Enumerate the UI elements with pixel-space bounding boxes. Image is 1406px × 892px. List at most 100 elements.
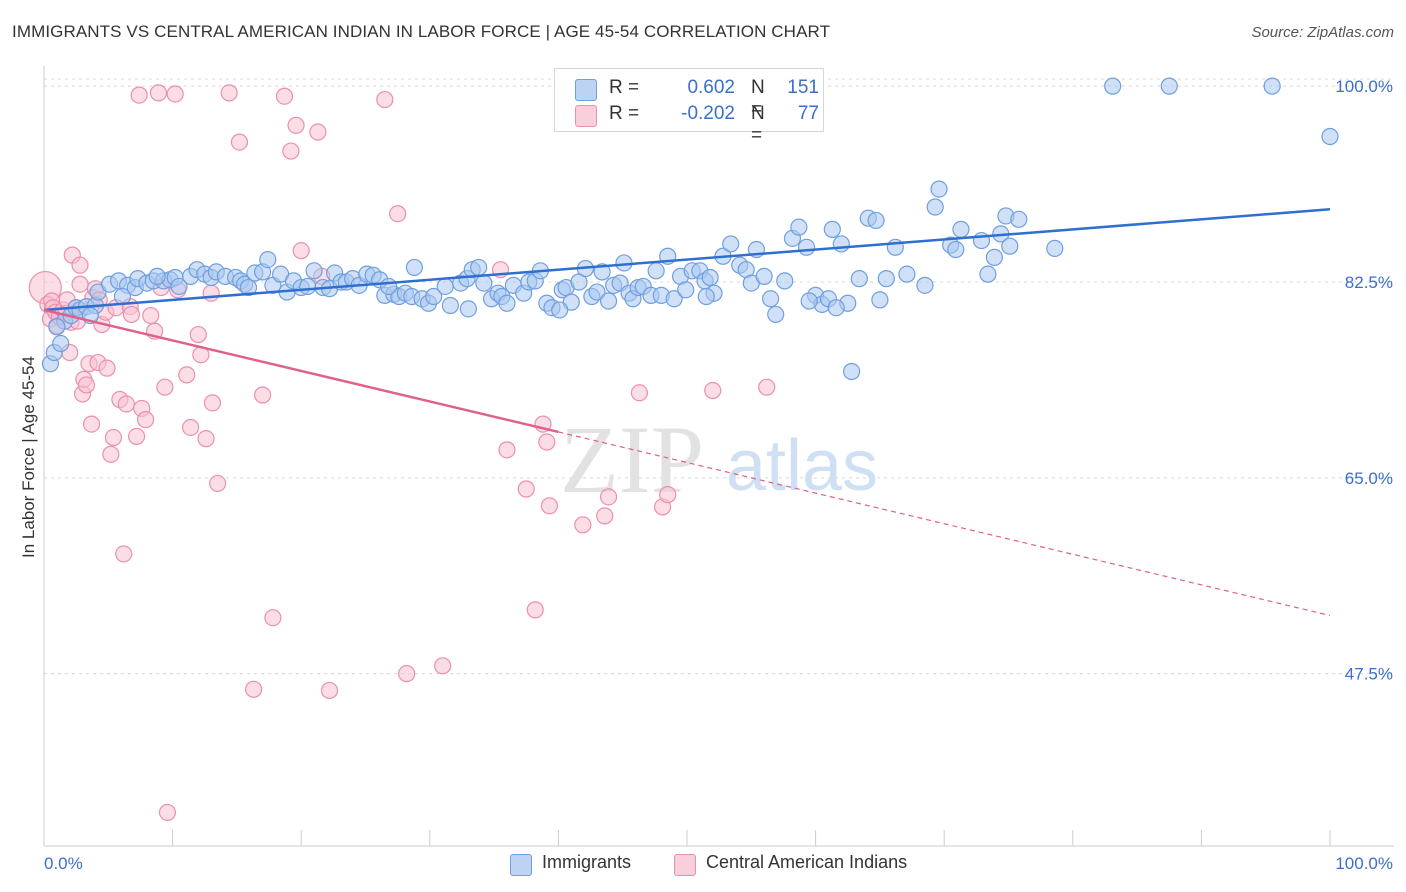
data-point-central-american-indians — [320, 681, 339, 700]
x-tick-label: 100.0% — [1335, 854, 1393, 873]
data-point-immigrants — [148, 267, 166, 285]
data-point-immigrants — [459, 300, 477, 318]
data-point-central-american-indians — [122, 305, 141, 324]
grid-lines — [44, 78, 1394, 675]
data-point-immigrants — [677, 281, 695, 299]
data-point-immigrants — [985, 248, 1003, 266]
data-point-immigrants — [498, 294, 516, 312]
data-point-immigrants — [1104, 77, 1122, 95]
data-point-central-american-indians — [309, 123, 327, 141]
data-point-immigrants — [979, 265, 997, 283]
legend-r-value: 0.602 — [687, 77, 735, 98]
data-point-immigrants — [722, 235, 740, 253]
data-point-central-american-indians — [264, 609, 282, 627]
data-point-immigrants — [305, 262, 323, 280]
data-point-central-american-indians — [82, 415, 101, 433]
legend-swatch-pink — [575, 105, 597, 127]
data-point-central-american-indians — [209, 474, 227, 493]
y-tick-label: 65.0% — [1345, 469, 1393, 488]
data-point-central-american-indians — [156, 378, 174, 396]
data-point-immigrants — [299, 277, 317, 296]
series-central-american-indians — [28, 84, 776, 822]
legend-n-value: 77 — [797, 103, 819, 124]
watermark-atlas: atlas — [726, 426, 878, 506]
data-point-central-american-indians — [245, 680, 263, 698]
data-point-immigrants — [850, 270, 868, 288]
data-point-central-american-indians — [498, 441, 516, 459]
data-point-central-american-indians — [758, 378, 776, 396]
data-point-immigrants — [1321, 127, 1339, 146]
data-point-immigrants — [877, 270, 895, 288]
data-point-central-american-indians — [275, 87, 294, 105]
data-point-immigrants — [767, 305, 785, 324]
trend-line-immigrants — [43, 207, 1331, 312]
data-point-central-american-indians — [389, 205, 407, 223]
data-point-immigrants — [436, 277, 454, 296]
data-point-central-american-indians — [158, 803, 177, 822]
data-point-immigrants — [599, 292, 618, 310]
data-point-immigrants — [898, 265, 916, 283]
data-point-central-american-indians — [71, 256, 89, 274]
data-point-immigrants — [441, 296, 459, 315]
data-point-central-american-indians — [540, 497, 558, 515]
data-point-central-american-indians — [203, 394, 222, 412]
legend-swatch-pink — [674, 854, 696, 876]
legend-swatch-blue — [575, 79, 597, 101]
watermark-zip: ZIP — [560, 406, 704, 513]
data-point-immigrants — [823, 220, 841, 238]
legend-r-value: -0.202 — [681, 103, 735, 124]
trend-line-central-american-indians — [43, 308, 559, 434]
data-point-central-american-indians — [115, 545, 133, 563]
data-point-immigrants — [697, 287, 715, 306]
data-point-immigrants — [647, 262, 665, 280]
data-point-immigrants — [916, 276, 934, 294]
data-point-central-american-indians — [71, 275, 89, 293]
data-point-immigrants — [790, 218, 808, 236]
data-point-central-american-indians — [136, 411, 155, 429]
data-point-immigrants — [800, 292, 818, 310]
data-point-central-american-indians — [189, 325, 207, 344]
data-point-central-american-indians — [574, 516, 592, 534]
data-point-central-american-indians — [254, 386, 272, 404]
data-point-immigrants — [843, 362, 861, 381]
tick-labels: 47.5% 65.0% 82.5% 100.0% 0.0% 100.0% — [44, 77, 1393, 873]
data-point-immigrants — [871, 291, 889, 309]
axes — [43, 66, 1394, 847]
data-point-central-american-indians — [98, 359, 116, 377]
data-point-central-american-indians — [104, 428, 123, 447]
data-point-immigrants — [776, 272, 794, 290]
data-point-immigrants — [665, 290, 683, 308]
data-point-central-american-indians — [142, 306, 160, 325]
data-point-immigrants — [701, 268, 719, 287]
data-point-immigrants — [588, 283, 606, 301]
data-point-central-american-indians — [102, 445, 120, 463]
data-point-central-american-indians — [292, 242, 310, 260]
data-point-central-american-indians — [704, 381, 722, 400]
data-point-immigrants — [867, 211, 885, 230]
chart-title: IMMIGRANTS VS CENTRAL AMERICAN INDIAN IN… — [12, 22, 831, 41]
data-point-central-american-indians — [130, 86, 148, 104]
data-point-immigrants — [170, 277, 188, 296]
data-point-central-american-indians — [117, 395, 135, 413]
legend-r-label: R = — [609, 77, 640, 98]
y-tick-label: 82.5% — [1345, 273, 1393, 292]
data-point-immigrants — [52, 334, 70, 353]
trend-lines — [43, 207, 1331, 617]
data-point-immigrants — [952, 220, 970, 238]
data-point-immigrants — [1010, 210, 1028, 228]
data-point-immigrants — [1046, 239, 1064, 258]
data-point-immigrants — [832, 235, 850, 253]
legend-n-value: 151 — [787, 77, 819, 98]
data-point-immigrants — [827, 299, 845, 317]
data-point-immigrants — [797, 238, 816, 256]
data-point-immigrants — [755, 267, 773, 285]
data-point-central-american-indians — [282, 142, 300, 160]
data-point-central-american-indians — [182, 418, 200, 437]
legend-swatch-blue — [510, 854, 532, 876]
source-credit: Source: ZipAtlas.com — [1251, 24, 1394, 41]
data-point-immigrants — [1001, 237, 1019, 255]
data-point-immigrants — [947, 240, 965, 259]
y-axis-label: In Labor Force | Age 45-54 — [19, 356, 38, 558]
data-point-immigrants — [1160, 77, 1178, 95]
data-point-central-american-indians — [77, 376, 96, 394]
